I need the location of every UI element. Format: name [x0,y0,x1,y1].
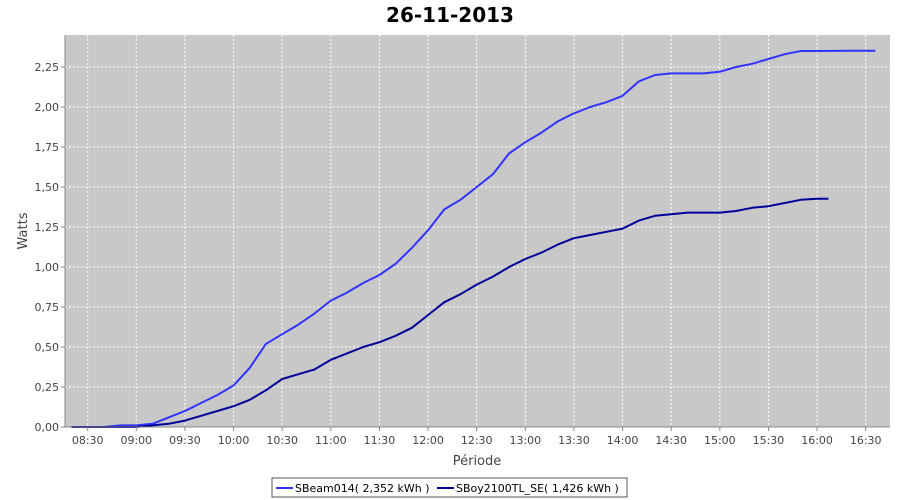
x-axis-label: Période [453,454,502,469]
x-tick-label: 09:00 [120,434,152,447]
x-tick-label: 11:30 [364,434,396,447]
chart-title: 26-11-2013 [386,3,514,27]
y-tick-label: 2,25 [35,61,60,74]
y-tick-label: 1,75 [35,141,60,154]
x-tick-label: 14:30 [655,434,687,447]
series-lines [71,49,876,428]
x-tick-label: 16:00 [801,434,833,447]
x-tick-label: 16:30 [850,434,882,447]
y-tick-label: 1,50 [35,181,60,194]
y-tick-label: 0,00 [35,421,60,434]
plot-area [65,35,890,427]
x-tick-label: 10:30 [266,434,298,447]
x-tick-label: 08:30 [72,434,104,447]
x-tick-label: 15:30 [753,434,785,447]
x-tick-label: 09:30 [169,434,201,447]
y-tick-label: 0,25 [35,381,60,394]
y-axis-label: Watts [16,212,31,249]
y-tick-label: 0,75 [35,301,60,314]
y-tick-label: 1,00 [35,261,60,274]
y-tick-labels: 0,00 0,25 0,50 0,75 1,00 1,25 1,50 1,75 2,00 2,25 [35,61,60,434]
x-tick-label: 14:00 [607,434,639,447]
x-tick-labels: 08:30 09:00 09:30 10:00 10:30 11:00 11:30 12:00… [72,434,882,447]
y-tick-label: 2,00 [35,101,60,114]
x-tick-label: 12:00 [412,434,444,447]
series-line-0 [71,49,876,428]
x-tick-label: 13:30 [558,434,590,447]
series-line-1 [71,197,829,428]
legend-entry-sboy: SBoy2100TL_SE( 1,426 kWh ) [456,482,619,495]
legend-entry-sbeam: SBeam014( 2,352 kWh ) [295,482,430,495]
x-tick-label: 12:30 [461,434,493,447]
x-tick-label: 11:00 [315,434,347,447]
y-tick-label: 0,50 [35,341,60,354]
axes [61,35,890,431]
y-tick-label: 1,25 [35,221,60,234]
legend: SBeam014( 2,352 kWh ) SBoy2100TL_SE( 1,4… [271,477,628,498]
x-tick-label: 15:00 [704,434,736,447]
x-tick-label: 13:00 [509,434,541,447]
x-tick-label: 10:00 [218,434,250,447]
